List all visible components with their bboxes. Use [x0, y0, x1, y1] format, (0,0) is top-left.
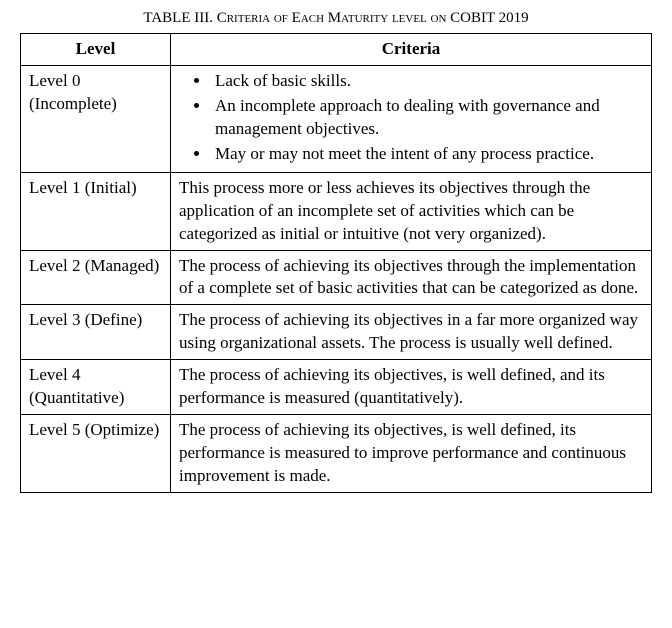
table-row: Level 3 (Define)The process of achieving… [21, 305, 652, 360]
cell-level: Level 1 (Initial) [21, 172, 171, 250]
cell-criteria: The process of achieving its objectives,… [171, 360, 652, 415]
table-row: Level 4 (Quantitative)The process of ach… [21, 360, 652, 415]
cell-criteria: The process of achieving its objectives … [171, 305, 652, 360]
table-body: Level 0 (Incomplete)Lack of basic skills… [21, 65, 652, 492]
table-header-row: Level Criteria [21, 34, 652, 66]
table-caption: TABLE III. Criteria of Each Maturity lev… [20, 10, 652, 27]
cell-level: Level 2 (Managed) [21, 250, 171, 305]
table-row: Level 1 (Initial)This process more or le… [21, 172, 652, 250]
cell-level: Level 3 (Define) [21, 305, 171, 360]
cell-criteria: The process of achieving its objectives … [171, 250, 652, 305]
table-row: Level 2 (Managed)The process of achievin… [21, 250, 652, 305]
cell-level: Level 4 (Quantitative) [21, 360, 171, 415]
criteria-list-item: Lack of basic skills. [211, 70, 643, 93]
cell-criteria: Lack of basic skills.An incomplete appro… [171, 65, 652, 172]
criteria-list: Lack of basic skills.An incomplete appro… [179, 70, 643, 166]
table-row: Level 0 (Incomplete)Lack of basic skills… [21, 65, 652, 172]
cell-criteria: The process of achieving its objectives,… [171, 415, 652, 493]
col-header-criteria: Criteria [171, 34, 652, 66]
table-row: Level 5 (Optimize)The process of achievi… [21, 415, 652, 493]
criteria-list-item: May or may not meet the intent of any pr… [211, 143, 643, 166]
cell-criteria: This process more or less achieves its o… [171, 172, 652, 250]
criteria-list-item: An incomplete approach to dealing with g… [211, 95, 643, 141]
cell-level: Level 0 (Incomplete) [21, 65, 171, 172]
col-header-level: Level [21, 34, 171, 66]
cell-level: Level 5 (Optimize) [21, 415, 171, 493]
maturity-table: Level Criteria Level 0 (Incomplete)Lack … [20, 33, 652, 493]
